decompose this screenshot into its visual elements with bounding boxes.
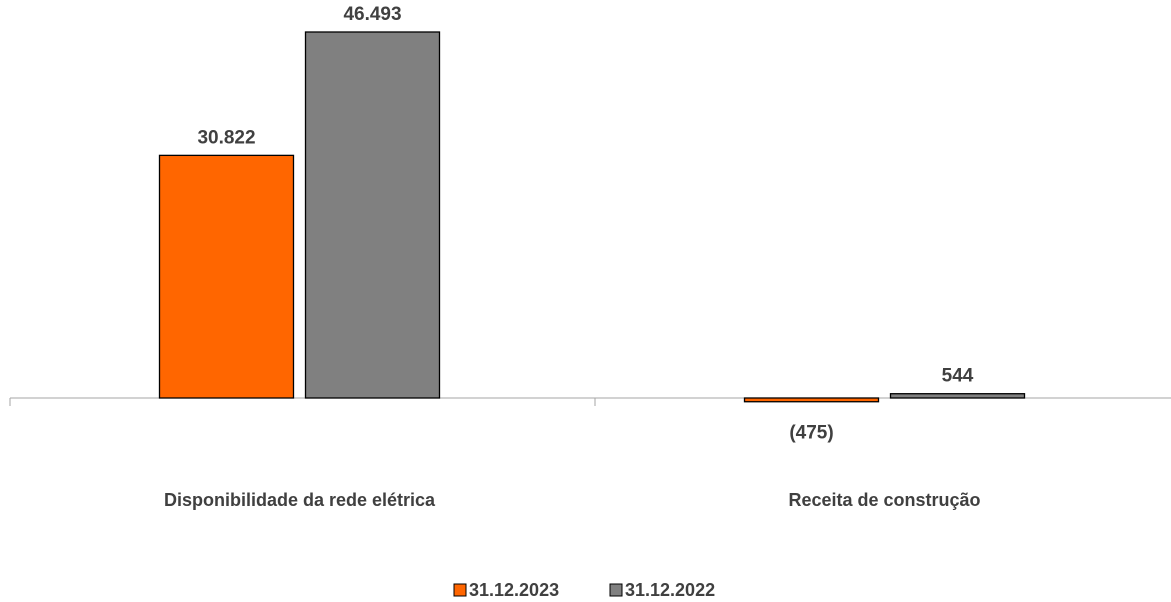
categories-layer: Disponibilidade da rede elétrica Receita … <box>164 490 981 510</box>
legend-swatch <box>453 583 467 597</box>
data-label: 544 <box>942 366 974 387</box>
data-label: (475) <box>789 423 833 444</box>
data-label: 30.822 <box>197 127 255 148</box>
category-label: Receita de construção <box>788 490 980 510</box>
axis-layer <box>9 397 1171 406</box>
bar-series-2-cat-1 <box>304 31 441 399</box>
bar-series-2-cat-2 <box>889 393 1026 399</box>
data-label: 46.493 <box>343 4 401 25</box>
legend-item[interactable]: 31.12.2023 <box>453 580 559 600</box>
labels-layer: 30.822 46.493 (475) 544 <box>197 4 973 444</box>
legend-label: 31.12.2023 <box>469 580 559 600</box>
legend-label: 31.12.2022 <box>625 580 715 600</box>
category-label: Disponibilidade da rede elétrica <box>164 490 436 510</box>
legend-item[interactable]: 31.12.2022 <box>609 580 715 600</box>
legend-swatch <box>609 583 623 597</box>
bar-series-1-cat-2 <box>743 397 880 403</box>
bar-series-1-cat-1 <box>158 154 295 399</box>
bars-layer <box>158 31 1026 403</box>
legend[interactable]: 31.12.2023 31.12.2022 <box>453 580 715 600</box>
